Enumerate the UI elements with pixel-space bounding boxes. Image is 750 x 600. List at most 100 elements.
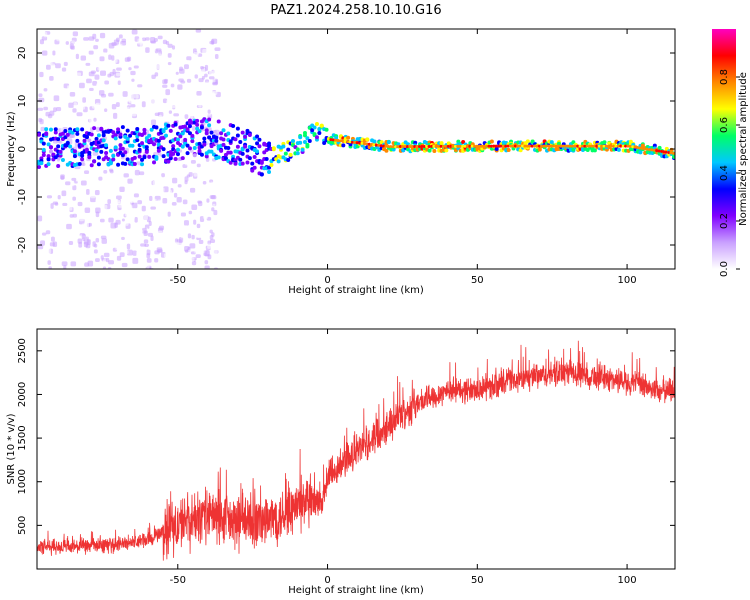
spectrogram-y-tick-label: 20 — [17, 47, 28, 60]
spectrogram-noise-cell — [245, 123, 249, 127]
spectrogram-noise-cell — [108, 92, 114, 97]
spectrogram-cell — [576, 144, 580, 148]
spectrogram-noise-cell — [184, 225, 188, 231]
spectrogram-cell — [257, 144, 262, 149]
spectrogram-cell — [152, 142, 157, 147]
spectrogram-noise-cell — [78, 64, 82, 71]
spectrogram-cell — [60, 157, 65, 162]
spectrogram-noise-cell — [147, 232, 153, 237]
spectrogram-noise-cell — [68, 241, 74, 246]
spectrogram-noise-cell — [84, 221, 90, 228]
spectrogram-noise-cell — [185, 38, 190, 44]
spectrogram-noise-cell — [186, 78, 192, 83]
spectrogram-noise-cell — [153, 168, 160, 174]
spectrogram-noise-cell — [108, 260, 115, 265]
spectrogram-noise-cell — [273, 175, 277, 179]
spectrogram-noise-cell — [147, 245, 154, 251]
spectrogram-cell — [96, 133, 101, 138]
spectrogram-cell — [104, 143, 109, 148]
spectrogram-noise-cell — [177, 34, 182, 39]
spectrogram-cell — [518, 148, 523, 153]
spectrogram-noise-cell — [132, 250, 137, 256]
snr-x-ticks: -50 0 50 100 — [170, 329, 637, 586]
spectrogram-cell — [386, 145, 390, 149]
spectrogram-noise-cell — [123, 61, 128, 66]
spectrogram-cell — [523, 144, 527, 148]
spectrogram-cell — [235, 133, 240, 138]
spectrogram-noise-cell — [103, 252, 110, 258]
spectrogram-noise-cell — [92, 224, 98, 228]
spectrogram-cell — [331, 138, 335, 142]
spectrogram-cell — [372, 139, 377, 144]
spectrogram-noise-cell — [239, 95, 243, 99]
spectrogram-noise-cell — [75, 72, 82, 77]
spectrogram-cell — [116, 127, 121, 132]
spectrogram-noise-cell — [177, 188, 184, 195]
spectrogram-noise-cell — [99, 218, 105, 223]
spectrogram-cell — [178, 134, 183, 139]
spectrogram-cell — [638, 146, 642, 150]
spectrogram-cell — [72, 149, 77, 154]
spectrogram-cell — [99, 149, 104, 154]
spectrogram-noise-cell — [145, 37, 150, 41]
spectrogram-noise-cell — [142, 227, 147, 234]
spectrogram-noise-cell — [80, 180, 87, 186]
spectrogram-cell — [592, 148, 597, 153]
spectrogram-cell — [485, 144, 489, 148]
spectrogram-noise-cell — [80, 260, 86, 264]
spectrogram-noise-cell — [202, 215, 209, 219]
spectrogram-noise-cell — [51, 181, 57, 188]
spectrogram-cell — [116, 162, 121, 167]
spectrogram-cell — [295, 147, 300, 152]
spectrogram-noise-cell — [195, 266, 201, 269]
spectrogram-cell — [233, 137, 238, 142]
spectrogram-cell — [437, 144, 441, 148]
spectrogram-cell — [566, 144, 570, 148]
spectrogram-cell — [580, 144, 584, 148]
spectrogram-cell — [506, 144, 510, 148]
spectrogram-noise-cell — [60, 104, 65, 111]
spectrogram-noise-cell — [153, 108, 159, 113]
spectrogram-noise-cell — [113, 112, 118, 119]
spectrogram-noise-cell — [259, 117, 263, 121]
spectrogram-noise-cell — [37, 113, 42, 118]
spectrogram-noise-cell — [211, 232, 215, 237]
spectrogram-noise-cell — [270, 99, 274, 103]
spectrogram-cell — [175, 152, 180, 157]
spectrogram-cell — [197, 129, 202, 134]
spectrogram-cell — [470, 144, 474, 148]
spectrogram-noise-cell — [128, 81, 133, 85]
spectrogram-noise-cell — [213, 68, 218, 74]
spectrogram-x-label: Height of straight line (km) — [288, 285, 424, 296]
spectrogram-cell — [403, 145, 407, 149]
spectrogram-noise-cell — [209, 41, 214, 45]
spectrogram-noise-cell — [107, 115, 114, 120]
spectrogram-cell — [252, 155, 257, 160]
spectrogram-noise-cell — [187, 233, 192, 239]
spectrogram-cell — [123, 161, 128, 166]
spectrogram-cell — [621, 144, 625, 148]
spectrogram-noise-cell — [105, 39, 111, 44]
spectrogram-noise-cell — [279, 87, 283, 91]
spectrogram-cell — [94, 136, 99, 141]
spectrogram-noise-cell — [167, 211, 171, 217]
spectrogram-noise-cell — [99, 247, 104, 251]
spectrogram-noise-cell — [146, 264, 150, 269]
spectrogram-noise-cell — [93, 231, 100, 236]
spectrogram-noise-cell — [256, 83, 260, 87]
spectrogram-noise-cell — [254, 113, 258, 117]
spectrogram-noise-cell — [163, 106, 167, 110]
spectrogram-cell — [187, 131, 192, 136]
spectrogram-noise-cell — [107, 199, 111, 204]
spectrogram-cell — [180, 131, 185, 136]
spectrogram-noise-cell — [187, 249, 192, 256]
spectrogram-cell — [142, 130, 147, 135]
spectrogram-cell — [473, 144, 477, 148]
spectrogram-noise-cell — [193, 172, 198, 177]
spectrogram-noise-cell — [186, 56, 192, 61]
spectrogram-noise-cell — [73, 227, 78, 232]
spectrogram-cell — [164, 133, 169, 138]
spectrogram-cell — [492, 144, 496, 148]
spectrogram-cell — [173, 122, 178, 127]
spectrogram-cell — [130, 143, 135, 148]
